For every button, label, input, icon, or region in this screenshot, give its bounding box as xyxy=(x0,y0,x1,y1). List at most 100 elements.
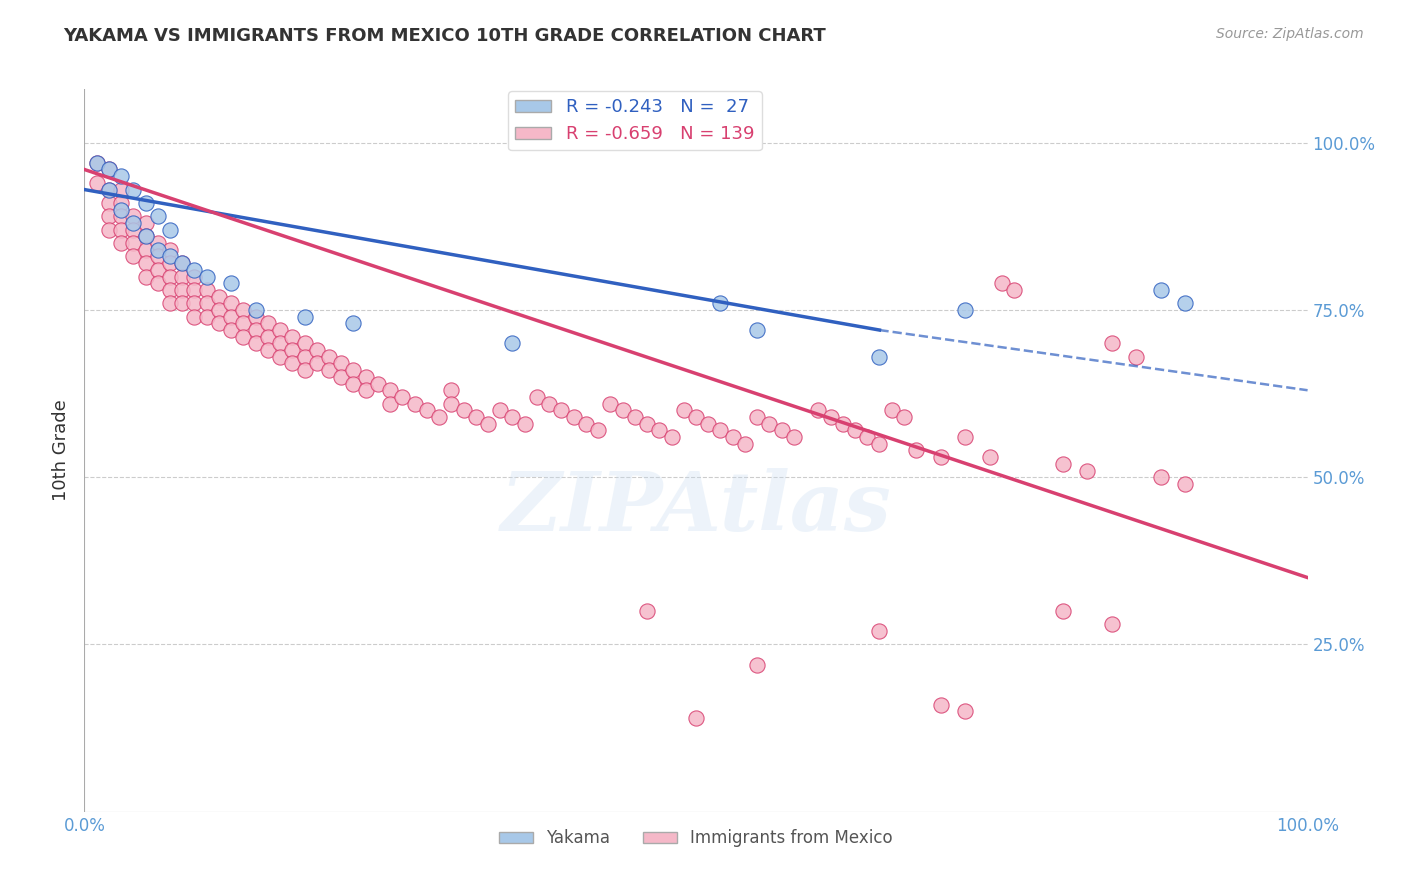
Point xyxy=(612,403,634,417)
Point xyxy=(245,323,267,337)
Point xyxy=(257,343,280,358)
Point xyxy=(183,310,205,324)
Point xyxy=(281,356,304,371)
Point xyxy=(502,410,524,425)
Point xyxy=(122,236,145,251)
Point xyxy=(135,243,157,257)
Text: Source: ZipAtlas.com: Source: ZipAtlas.com xyxy=(1216,27,1364,41)
Point xyxy=(97,223,120,237)
Y-axis label: 10th Grade: 10th Grade xyxy=(52,400,70,501)
Point xyxy=(636,417,658,431)
Point xyxy=(305,356,328,371)
Point xyxy=(110,182,132,196)
Point xyxy=(1150,283,1173,297)
Point xyxy=(416,403,439,417)
Point xyxy=(135,229,157,244)
Point xyxy=(709,424,731,438)
Point xyxy=(1101,617,1123,632)
Point xyxy=(1150,470,1173,484)
Point xyxy=(440,384,463,398)
Point xyxy=(294,310,316,324)
Text: ZIPAtlas: ZIPAtlas xyxy=(501,468,891,549)
Point xyxy=(110,223,132,237)
Point xyxy=(172,256,194,270)
Point xyxy=(661,430,683,444)
Point xyxy=(135,269,157,284)
Point xyxy=(391,390,413,404)
Point xyxy=(1125,350,1147,364)
Point xyxy=(721,430,744,444)
Point xyxy=(183,263,205,277)
Point xyxy=(122,223,145,237)
Point xyxy=(294,336,316,351)
Point xyxy=(342,376,364,391)
Point xyxy=(110,202,132,217)
Point xyxy=(122,182,145,196)
Point xyxy=(110,210,132,224)
Point xyxy=(440,396,463,410)
Point xyxy=(159,283,181,297)
Point xyxy=(502,336,524,351)
Point xyxy=(685,711,707,725)
Point xyxy=(97,162,120,177)
Point xyxy=(869,350,891,364)
Point xyxy=(219,296,242,310)
Point xyxy=(110,195,132,210)
Point xyxy=(380,384,402,398)
Point xyxy=(330,356,353,371)
Point xyxy=(232,317,254,331)
Point xyxy=(281,343,304,358)
Point xyxy=(1174,476,1197,491)
Point xyxy=(110,169,132,184)
Point xyxy=(342,363,364,377)
Point xyxy=(489,403,512,417)
Point xyxy=(747,410,769,425)
Point xyxy=(427,410,450,425)
Point xyxy=(159,243,181,257)
Point xyxy=(122,216,145,230)
Point xyxy=(770,424,793,438)
Point xyxy=(1052,457,1074,471)
Point xyxy=(159,256,181,270)
Point xyxy=(146,210,169,224)
Point xyxy=(953,303,976,318)
Point xyxy=(820,410,842,425)
Point xyxy=(856,430,879,444)
Point xyxy=(342,317,364,331)
Point xyxy=(905,443,928,458)
Point xyxy=(219,310,242,324)
Point xyxy=(172,283,194,297)
Point xyxy=(697,417,720,431)
Point xyxy=(281,330,304,344)
Point xyxy=(953,705,976,719)
Point xyxy=(172,256,194,270)
Point xyxy=(747,323,769,337)
Point xyxy=(318,350,340,364)
Point xyxy=(1052,604,1074,618)
Point xyxy=(97,210,120,224)
Point xyxy=(586,424,609,438)
Point xyxy=(562,410,585,425)
Point xyxy=(294,350,316,364)
Point xyxy=(172,296,194,310)
Point xyxy=(97,162,120,177)
Point xyxy=(404,396,426,410)
Point xyxy=(195,283,218,297)
Point xyxy=(159,269,181,284)
Point xyxy=(979,450,1001,465)
Point xyxy=(709,296,731,310)
Point xyxy=(991,277,1014,291)
Point xyxy=(747,657,769,672)
Point xyxy=(183,269,205,284)
Point xyxy=(146,263,169,277)
Point xyxy=(1076,464,1098,478)
Point xyxy=(929,450,952,465)
Point xyxy=(953,430,976,444)
Point xyxy=(893,410,915,425)
Point xyxy=(538,396,561,410)
Point xyxy=(1174,296,1197,310)
Point xyxy=(831,417,853,431)
Point xyxy=(208,317,231,331)
Point xyxy=(97,182,120,196)
Point xyxy=(869,624,891,639)
